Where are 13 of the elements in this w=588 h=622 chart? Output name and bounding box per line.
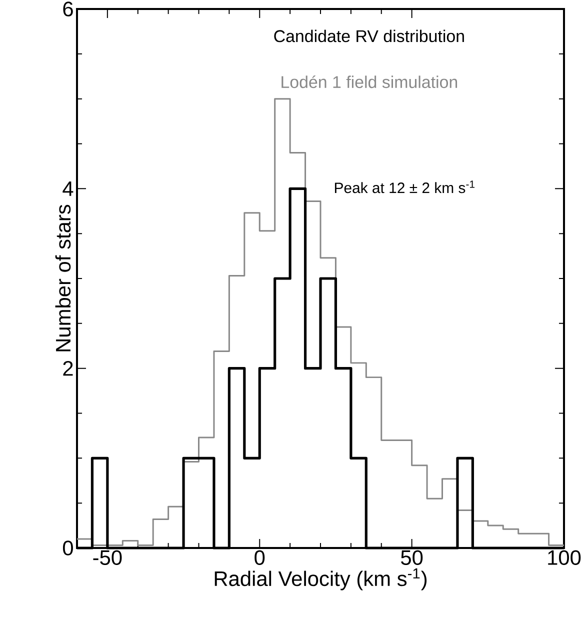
series-label: Lodén 1 field simulation: [282, 75, 458, 88]
y-tick-label: 6: [63, 2, 73, 16]
annotation: Peak at 12 ± 2 km s$^{-1}$: [334, 180, 475, 194]
y-tick-label: 4: [62, 181, 74, 196]
legend-label: Candidate RV distribution: [274, 30, 464, 42]
y-tick-label: 2: [63, 361, 73, 376]
x-tick-label: 0: [254, 550, 265, 566]
y-axis-title: Number of stars: [55, 204, 71, 352]
x-tick-label: 100: [548, 550, 581, 566]
y-tick-label: 0: [62, 540, 73, 556]
x-tick-label: -50: [93, 550, 122, 566]
x-tick-label: 50: [401, 550, 423, 566]
x-axis-title: Radial Velocity (km s$^{-1}$): [214, 568, 427, 590]
